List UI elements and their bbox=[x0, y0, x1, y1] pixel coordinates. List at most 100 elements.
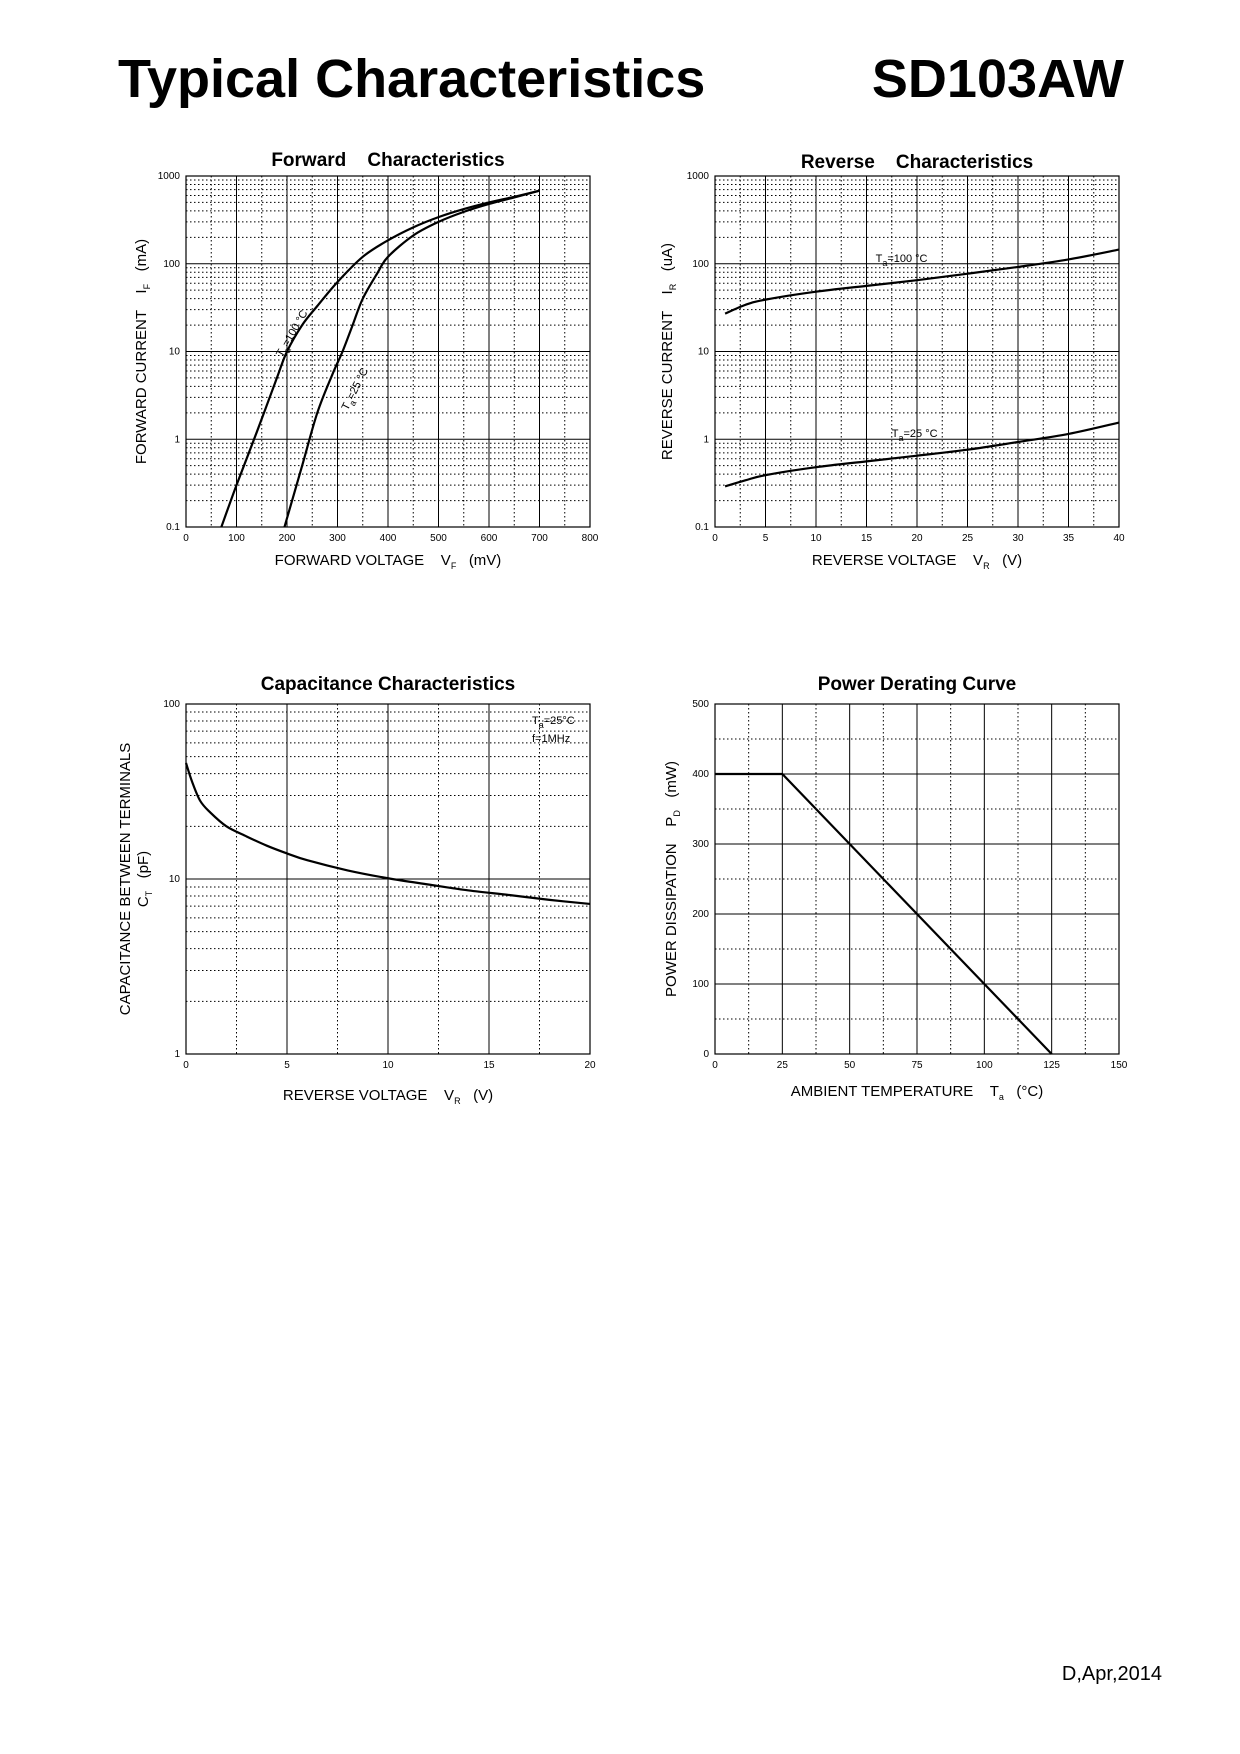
x-tick-label: 400 bbox=[380, 533, 397, 544]
y-tick-label: 100 bbox=[163, 259, 180, 270]
series-label-sub: a bbox=[898, 433, 903, 443]
y-tick-label: 10 bbox=[169, 347, 181, 358]
series-line-ta-25-c bbox=[724, 421, 1120, 488]
x-tick-label: 0 bbox=[183, 1060, 189, 1071]
series-label-rest: =25 °C bbox=[345, 366, 371, 402]
chart-forward-characteristics: 0.1 1 10 100 1000 0 100 200 300 400 500 600 700 800 Fo… bbox=[133, 150, 599, 571]
y-tick-label: 10 bbox=[169, 874, 181, 885]
chart-title: Power Derating Curve bbox=[818, 674, 1017, 695]
x-axis-label-rest: (mV) bbox=[456, 552, 501, 569]
page-title: Typical Characteristics bbox=[118, 49, 706, 109]
chart-title: Forward Characteristics bbox=[271, 150, 504, 171]
x-axis-label-main: REVERSE VOLTAGE V bbox=[812, 552, 983, 569]
x-tick-label: 40 bbox=[1113, 533, 1125, 544]
condition-annotation-freq: f=1MHz bbox=[532, 733, 570, 745]
y-tick-label: 10 bbox=[698, 347, 710, 358]
series-label-rest: =100 °C bbox=[887, 253, 927, 265]
x-tick-label: 75 bbox=[911, 1060, 923, 1071]
y-axis-label: CAPACITANCE BETWEEN TERMINALS bbox=[117, 743, 134, 1016]
x-axis-label-sub: R bbox=[454, 1096, 461, 1106]
y-axis-label-rest: (uA) bbox=[659, 243, 676, 284]
y-axis-label-main: REVERSE CURRENT I bbox=[659, 290, 676, 460]
x-tick-label: 200 bbox=[279, 533, 296, 544]
x-axis-label: REVERSE VOLTAGE VR (V) bbox=[812, 552, 1022, 571]
y-tick-label: 0.1 bbox=[166, 522, 180, 533]
x-tick-label: 100 bbox=[228, 533, 245, 544]
y-axis-label: POWER DISSIPATION PD (mW) bbox=[663, 761, 682, 997]
y-axis-label-sub: D bbox=[672, 810, 682, 817]
x-tick-label: 25 bbox=[962, 533, 974, 544]
x-tick-label: 25 bbox=[777, 1060, 789, 1071]
y-axis-label-symbol: CT (pF) bbox=[135, 851, 154, 907]
y-tick-label: 500 bbox=[692, 699, 709, 710]
series-label: Ta=100 °C bbox=[274, 308, 313, 361]
x-tick-label: 800 bbox=[582, 533, 599, 544]
condition-annotation-temp: Ta=25°C bbox=[532, 715, 575, 730]
x-axis-label: REVERSE VOLTAGE VR (V) bbox=[283, 1087, 493, 1106]
x-tick-label: 0 bbox=[183, 533, 189, 544]
series-label: Ta=25 °C bbox=[340, 366, 374, 414]
y-axis-label: FORWARD CURRENT IF (mA) bbox=[133, 239, 152, 464]
revision-date: D,Apr,2014 bbox=[1061, 1663, 1162, 1685]
x-tick-label: 0 bbox=[712, 533, 718, 544]
series-line-ta-100-c bbox=[724, 248, 1120, 315]
x-tick-label: 15 bbox=[483, 1060, 495, 1071]
x-axis-label-main: FORWARD VOLTAGE V bbox=[275, 552, 451, 569]
y-axis-label-symbol-rest: (pF) bbox=[135, 851, 152, 891]
condition-annotation-temp-rest: =25°C bbox=[544, 715, 575, 727]
y-axis-label-sub: R bbox=[668, 283, 678, 290]
y-axis-label-sub: F bbox=[142, 283, 152, 289]
y-tick-label: 0.1 bbox=[695, 522, 709, 533]
condition-annotation-temp-main: T bbox=[532, 715, 539, 727]
x-tick-label: 5 bbox=[284, 1060, 290, 1071]
y-tick-label: 200 bbox=[692, 909, 709, 920]
y-axis-label-rest: (mA) bbox=[133, 239, 150, 284]
x-tick-label: 150 bbox=[1111, 1060, 1128, 1071]
x-axis-label-sub: a bbox=[999, 1092, 1004, 1102]
x-tick-label: 35 bbox=[1063, 533, 1075, 544]
y-tick-label: 1 bbox=[174, 434, 180, 445]
x-tick-label: 0 bbox=[712, 1060, 718, 1071]
x-axis-label: AMBIENT TEMPERATURE Ta (°C) bbox=[791, 1083, 1043, 1102]
x-axis-label-rest: (V) bbox=[990, 552, 1023, 569]
plot-frame bbox=[185, 175, 591, 528]
plot-frame bbox=[714, 703, 1120, 1055]
x-tick-label: 20 bbox=[584, 1060, 596, 1071]
series-label-main: T bbox=[876, 253, 883, 265]
y-tick-label: 1 bbox=[703, 434, 709, 445]
chart-title: Capacitance Characteristics bbox=[261, 674, 516, 695]
x-tick-label: 700 bbox=[531, 533, 548, 544]
plot-frame bbox=[185, 703, 591, 1055]
chart-reverse-characteristics: 0.1 1 10 100 1000 0 5 10 15 20 25 30 35 40 Reverse Cha… bbox=[659, 152, 1125, 571]
y-tick-label: 1000 bbox=[687, 171, 710, 182]
x-tick-label: 125 bbox=[1043, 1060, 1060, 1071]
x-tick-label: 100 bbox=[976, 1060, 993, 1071]
series-label-rest: =100 °C bbox=[280, 308, 311, 349]
y-tick-label: 300 bbox=[692, 839, 709, 850]
y-tick-label: 100 bbox=[692, 259, 709, 270]
x-tick-label: 10 bbox=[382, 1060, 394, 1071]
series-line-pd bbox=[715, 772, 1053, 1055]
x-axis-label-rest: (V) bbox=[461, 1087, 494, 1104]
series-label-main: T bbox=[340, 401, 354, 413]
x-tick-label: 600 bbox=[481, 533, 498, 544]
series-label-sub: a bbox=[882, 258, 887, 268]
condition-annotation-temp-sub: a bbox=[539, 720, 544, 730]
series-label-sub: a bbox=[282, 346, 293, 355]
x-axis-label-main: AMBIENT TEMPERATURE T bbox=[791, 1083, 999, 1100]
y-tick-label: 1000 bbox=[158, 171, 181, 182]
x-tick-label: 50 bbox=[844, 1060, 856, 1071]
x-axis-label-main: REVERSE VOLTAGE V bbox=[283, 1087, 454, 1104]
x-tick-label: 30 bbox=[1012, 533, 1024, 544]
plot-frame bbox=[714, 175, 1120, 528]
y-axis-label-main: POWER DISSIPATION P bbox=[663, 817, 680, 997]
x-tick-label: 20 bbox=[911, 533, 923, 544]
x-axis-label-rest: (°C) bbox=[1004, 1083, 1043, 1100]
x-axis-label-sub: R bbox=[983, 561, 990, 571]
series-label-main: T bbox=[892, 428, 899, 440]
chart-power-derating-curve: 0 100 200 300 400 500 0 25 50 75 100 125 150 Power De… bbox=[663, 674, 1128, 1102]
series-label-sub: a bbox=[347, 399, 358, 408]
series-line-ta-25-c bbox=[283, 189, 540, 528]
part-number: SD103AW bbox=[871, 49, 1124, 109]
